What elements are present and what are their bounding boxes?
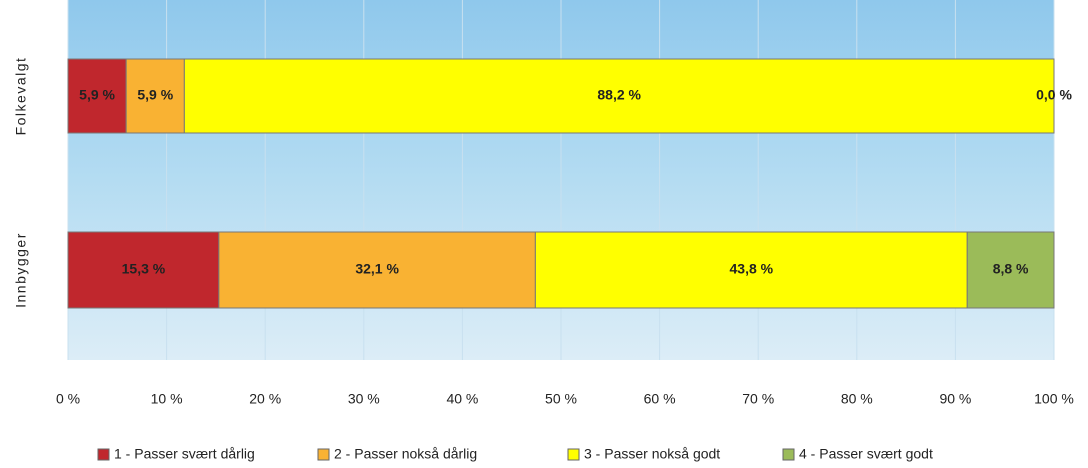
x-tick-label: 90 % [939,391,971,407]
legend-swatch [317,448,330,461]
value-label: 0,0 % [1036,87,1072,103]
bar-segment [534,231,968,309]
value-label: 88,2 % [597,87,641,103]
x-tick-label: 60 % [644,391,676,407]
value-label: 5,9 % [137,87,173,103]
value-label: 15,3 % [122,261,166,277]
legend-label: 3 - Passer nokså godt [584,446,720,462]
x-tick-label: 40 % [446,391,478,407]
category-label: Folkevalgt [13,57,29,136]
bar-segment [183,58,1055,134]
legend-label: 4 - Passer svært godt [799,446,933,462]
value-label: 8,8 % [993,261,1029,277]
value-label: 43,8 % [730,261,774,277]
x-tick-label: 100 % [1034,391,1074,407]
legend-swatch [97,448,110,461]
x-tick-label: 0 % [56,391,80,407]
legend-swatch [567,448,580,461]
x-tick-label: 50 % [545,391,577,407]
legend-swatch [782,448,795,461]
x-tick-label: 80 % [841,391,873,407]
legend-label: 2 - Passer nokså dårlig [334,446,477,462]
x-tick-label: 70 % [742,391,774,407]
legend-label: 1 - Passer svært dårlig [114,446,255,462]
value-label: 32,1 % [355,261,399,277]
value-label: 5,9 % [79,87,115,103]
x-tick-label: 10 % [151,391,183,407]
x-tick-label: 30 % [348,391,380,407]
bar-segment [966,231,1055,309]
x-tick-label: 20 % [249,391,281,407]
category-label: Innbygger [13,232,29,308]
bar-segment [218,231,536,309]
